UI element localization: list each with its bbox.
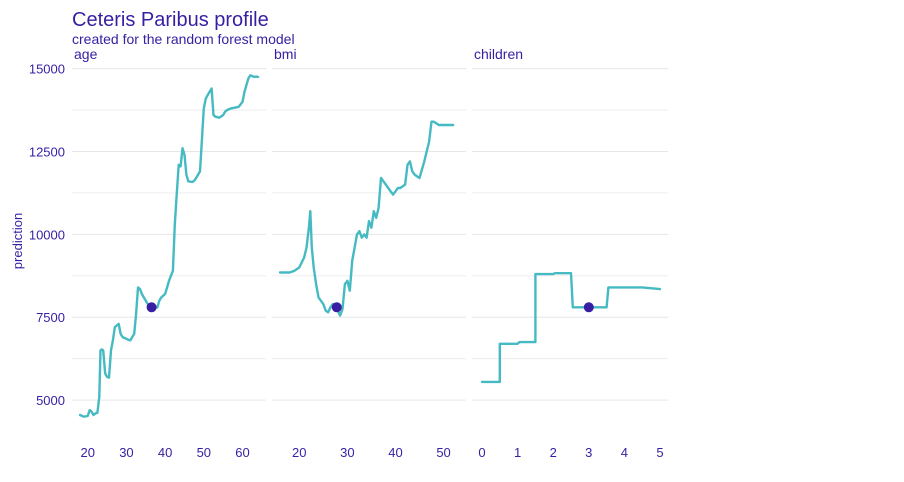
chart-subtitle: created for the random forest model: [72, 31, 295, 47]
y-tick-label: 12500: [29, 145, 65, 160]
x-tick-label: 30: [119, 445, 133, 460]
x-tick-label: 20: [292, 445, 306, 460]
x-tick-label: 1: [514, 445, 521, 460]
profile-line-age: [78, 74, 260, 418]
x-tick-label: 4: [621, 445, 628, 460]
y-tick-label: 10000: [29, 227, 65, 242]
x-tick-label: 60: [235, 445, 249, 460]
x-tick-label: 5: [656, 445, 663, 460]
y-tick-label: 7500: [36, 310, 65, 325]
observation-point-age: [146, 302, 157, 313]
y-tick-label: 15000: [29, 62, 65, 77]
x-tick-label: 0: [478, 445, 485, 460]
x-tick-label: 3: [585, 445, 592, 460]
observation-point-bmi: [331, 302, 342, 313]
y-axis-label: prediction: [10, 213, 25, 269]
panel-label-bmi: bmi: [274, 46, 297, 62]
x-tick-label: 50: [436, 445, 450, 460]
x-tick-label: 2: [550, 445, 557, 460]
panel-label-age: age: [74, 46, 98, 62]
x-tick-label: 30: [340, 445, 354, 460]
panel-label-children: children: [474, 46, 523, 62]
x-tick-label: 20: [81, 445, 95, 460]
y-tick-label: 5000: [36, 393, 65, 408]
chart-title: Ceteris Paribus profile: [72, 9, 269, 31]
x-tick-label: 40: [388, 445, 402, 460]
x-tick-label: 50: [197, 445, 211, 460]
observation-point-children: [583, 302, 594, 313]
profile-line-bmi: [278, 120, 455, 317]
x-tick-label: 40: [158, 445, 172, 460]
profile-line-children: [480, 272, 662, 384]
